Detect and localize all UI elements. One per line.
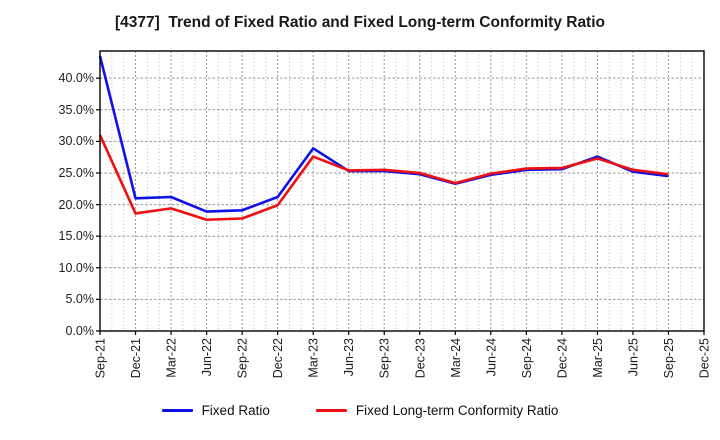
x-axis-label: Dec-24: [555, 338, 569, 378]
legend-line-red: [315, 409, 347, 412]
y-axis-label: 30.0%: [58, 134, 94, 149]
chart-title: [4377] Trend of Fixed Ratio and Fixed Lo…: [114, 14, 605, 31]
y-axis-label: 40.0%: [58, 71, 94, 86]
x-axis-labels: Sep-21 Dec-21 Mar-22 Jun-22 Sep-22 Dec-22 Mar-…: [94, 338, 712, 378]
legend-label: Fixed Long-term Conformity Ratio: [355, 403, 559, 418]
x-axis-label: Mar-22: [165, 338, 179, 378]
x-axis-label: Dec-21: [129, 338, 143, 378]
y-axis-label: 35.0%: [58, 102, 94, 117]
legend-line-blue: [161, 409, 193, 412]
y-axis-label: 0.0%: [65, 324, 95, 338]
x-axis-label: Mar-24: [449, 338, 463, 378]
x-axis-label: Sep-22: [236, 338, 250, 378]
x-axis-label: Jun-23: [342, 338, 356, 376]
plot-frame: [99, 50, 705, 332]
x-axis-label: Dec-22: [271, 338, 285, 378]
x-axis-label: Jun-22: [200, 338, 214, 376]
x-axis-label: Mar-25: [591, 338, 605, 378]
y-axis-label: 20.0%: [58, 197, 94, 212]
x-axis-label: Sep-24: [520, 338, 534, 378]
legend: Fixed Ratio Fixed Long-term Conformity R…: [0, 403, 720, 418]
x-axis-label: Sep-21: [94, 338, 108, 378]
y-axis-label: 25.0%: [58, 165, 94, 180]
y-axis-label: 15.0%: [58, 229, 94, 244]
legend-item-fixed-longterm: Fixed Long-term Conformity Ratio: [315, 403, 559, 418]
x-axis-label: Jun-25: [626, 338, 640, 376]
legend-item-fixed-ratio: Fixed Ratio: [161, 403, 270, 418]
legend-label: Fixed Ratio: [201, 403, 270, 418]
data-series-lines: [98, 55, 669, 222]
x-axis-label: Mar-23: [307, 338, 321, 378]
y-axis-label: 5.0%: [65, 292, 95, 307]
x-axis-label: Sep-25: [662, 338, 676, 378]
series-line: [98, 134, 669, 222]
gridlines: [100, 51, 704, 331]
x-axis-label: Jun-24: [484, 338, 498, 376]
x-axis-label: Sep-23: [378, 338, 392, 378]
x-axis-label: Dec-25: [698, 338, 712, 378]
y-axis-label: 10.0%: [58, 260, 94, 275]
axis-ticks: [96, 77, 705, 335]
x-axis-label: Dec-23: [413, 338, 427, 378]
